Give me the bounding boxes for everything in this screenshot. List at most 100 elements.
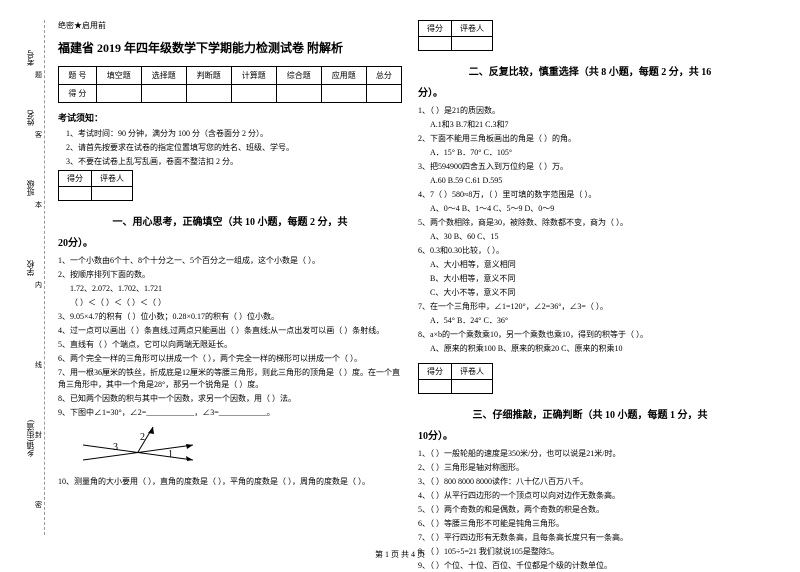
question: 5、两个数相除，商是30，被除数、除数都不变，商为（ ）。 [418, 217, 762, 229]
margin-char: 客 [35, 130, 42, 140]
options: A、原来的积乘100 B、原来的积乘20 C、原来的积乘10 [418, 343, 762, 355]
question: 10、测量角的大小要用（ ），直角的度数是（ ），平角的度数是（ ），周角的度数… [58, 476, 402, 488]
td [452, 37, 493, 51]
grader-box: 得分评卷人 [58, 170, 133, 201]
td [321, 85, 366, 103]
column-right: 得分评卷人 二、反复比较，慎重选择（共 8 小题，每题 2 分，共 16 分）。… [410, 20, 770, 535]
question: 1、（ ）是21的质因数。 [418, 105, 762, 117]
td: 评卷人 [452, 21, 493, 37]
notice-item: 2、请首先按要求在试卷的指定位置填写您的姓名、班级、学号。 [58, 142, 402, 153]
td [366, 85, 401, 103]
question: 8、已知两个因数的积与其中一个因数，求另一个因数，用（ ）法。 [58, 393, 402, 405]
section-2-sub: 分）。 [418, 84, 762, 99]
notice-item: 3、不要在试卷上乱写乱画，卷面不整洁扣 2 分。 [58, 156, 402, 167]
angle-label-2: 2 [140, 432, 145, 443]
td [92, 187, 133, 201]
question: 4、7（ ）580≈8万，（ ）里可填的数字范围是（ ）。 [418, 189, 762, 201]
question: 5、直线有（ ）个端点，它可以向两端无限延长。 [58, 339, 402, 351]
section-1-title: 一、用心思考，正确填空（共 10 小题，每题 2 分，共 [58, 213, 402, 228]
question: 6、（ ）等腰三角形不可能是钝角三角形。 [418, 518, 762, 530]
td [186, 85, 231, 103]
binding-margin: 考号 姓名 班级 学校 乡镇(街道) 题 客 本 内 线 封 密 [10, 20, 45, 535]
options: B、大小相等，意义不同 [418, 273, 762, 285]
question: 8、a×b的一个乘数乘10，另一个乘数也乘10，得到的积等于（ ）。 [418, 329, 762, 341]
margin-field-id: 考号 [25, 50, 36, 66]
margin-char: 线 [35, 360, 42, 370]
margin-char: 内 [35, 280, 42, 290]
question: 7、用一根36厘米的铁丝，折成底是12厘米的等腰三角形，则此三角形的顶角是（ ）… [58, 367, 402, 391]
question: 3、9.05×4.7的积有（ ）位小数；0.28×0.17的积有（ ）位小数。 [58, 311, 402, 323]
question: 2、（ ）三角形是轴对称图形。 [418, 462, 762, 474]
question: 1、一个小数由6个十、8个十分之一、5个百分之一组成，这个小数是（ ）。 [58, 255, 402, 267]
options: A、0～4 B、1～4 C、5～9 D、0～9 [418, 203, 762, 215]
question-sub: 1.72、2.072、1.702、1.721 [58, 283, 402, 295]
th: 填空题 [96, 67, 141, 85]
margin-field-school: 学校 [25, 260, 36, 276]
question: 4、（ ）从平行四边形的一个顶点可以向对边作无数条高。 [418, 490, 762, 502]
td: 得分 [59, 171, 92, 187]
column-left: 绝密★启用前 福建省 2019 年四年级数学下学期能力检测试卷 附解析 题 号 … [50, 20, 410, 535]
th: 应用题 [321, 67, 366, 85]
td: 得 分 [59, 85, 97, 103]
question: 2、按顺序排列下面的数。 [58, 269, 402, 281]
section-2-title: 二、反复比较，慎重选择（共 8 小题，每题 2 分，共 16 [418, 63, 762, 78]
margin-field-name: 姓名 [25, 110, 36, 126]
margin-char: 题 [35, 70, 42, 80]
question: 3、把594900四舍五入到万位约是（ ）万。 [418, 161, 762, 173]
th: 题 号 [59, 67, 97, 85]
th: 计算题 [231, 67, 276, 85]
section-3-title: 三、仔细推敲，正确判断（共 10 小题，每题 1 分，共 [418, 406, 762, 421]
angle-label-1: 1 [168, 449, 173, 460]
td [141, 85, 186, 103]
confidential-label: 绝密★启用前 [58, 20, 402, 31]
th: 综合题 [276, 67, 321, 85]
td [276, 85, 321, 103]
th: 判断题 [186, 67, 231, 85]
th: 总分 [366, 67, 401, 85]
angle-label-3: 3 [113, 442, 118, 453]
grader-box: 得分评卷人 [418, 363, 493, 394]
td: 评卷人 [92, 171, 133, 187]
options: C、大小不等，意义不同 [418, 287, 762, 299]
notice-title: 考试须知： [58, 111, 402, 124]
td [419, 37, 452, 51]
td [419, 380, 452, 394]
td [231, 85, 276, 103]
td [452, 380, 493, 394]
question: 7、在一个三角形中，∠1=120°，∠2=36°，∠3=（ ）。 [418, 301, 762, 313]
table-row: 得 分 [59, 85, 402, 103]
question: 7、（ ）平行四边形有无数条高，且每条高长度只有一条高。 [418, 532, 762, 544]
td: 得分 [419, 21, 452, 37]
options: A.1和3 B.7和21 C.3和7 [418, 119, 762, 131]
td: 评卷人 [452, 364, 493, 380]
page-footer: 第 1 页 共 4 页 [0, 549, 800, 560]
options: A．15° B．70° C．105° [418, 147, 762, 159]
grader-box: 得分评卷人 [418, 20, 493, 51]
question: 9、下图中∠1=30°，∠2=____________，∠3=_________… [58, 407, 402, 419]
page-content: 绝密★启用前 福建省 2019 年四年级数学下学期能力检测试卷 附解析 题 号 … [0, 0, 800, 550]
question: 3、（ ）800 8000 8000读作：八十亿八百万八千。 [418, 476, 762, 488]
exam-title: 福建省 2019 年四年级数学下学期能力检测试卷 附解析 [58, 39, 402, 56]
score-table: 题 号 填空题 选择题 判断题 计算题 综合题 应用题 总分 得 分 [58, 66, 402, 103]
question: 9、（ ）个位、十位、百位、千位都是个级的计数单位。 [418, 560, 762, 572]
section-3-sub: 10分）。 [418, 427, 762, 442]
th: 选择题 [141, 67, 186, 85]
margin-char: 封 [35, 430, 42, 440]
margin-field-class: 班级 [25, 180, 36, 196]
question: 6、两个完全一样的三角形可以拼成一个（ ），两个完全一样的梯形可以拼成一个（ ）… [58, 353, 402, 365]
td [96, 85, 141, 103]
options: A．54° B．24° C．36° [418, 315, 762, 327]
margin-char: 本 [35, 200, 42, 210]
options: A、30 B、60 C、15 [418, 231, 762, 243]
notice-item: 1、考试时间：90 分钟，满分为 100 分（含卷面分 2 分）。 [58, 128, 402, 139]
td: 得分 [419, 364, 452, 380]
question: 6、0.3和0.30比较，（ ）。 [418, 245, 762, 257]
section-1-sub: 20分）。 [58, 234, 402, 249]
question: 4、过一点可以画出（ ）条直线,过两点只能画出（ ）条直线;从一点出发可以画（ … [58, 325, 402, 337]
question: 2、下面不能用三角板画出的角是（ ）的角。 [418, 133, 762, 145]
options: A、大小相等，意义相同 [418, 259, 762, 271]
table-row: 题 号 填空题 选择题 判断题 计算题 综合题 应用题 总分 [59, 67, 402, 85]
angle-diagram: 1 2 3 [78, 425, 198, 470]
options: A.60 B.59 C.61 D.595 [418, 175, 762, 187]
margin-char: 密 [35, 500, 42, 510]
